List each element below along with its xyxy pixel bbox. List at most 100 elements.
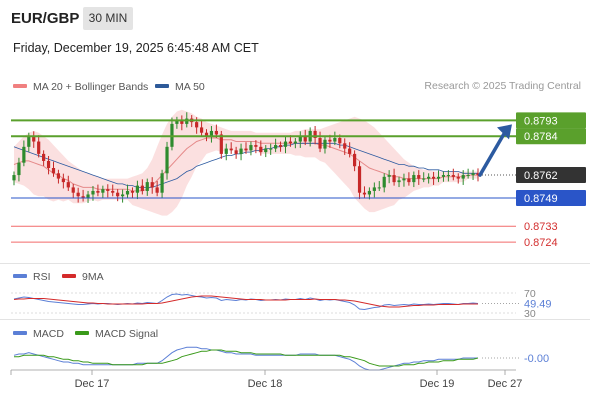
candle-body <box>431 176 436 179</box>
candle-body <box>441 175 446 177</box>
ma20-line <box>13 137 478 192</box>
candle-body <box>323 139 327 149</box>
macd-value-label: -0.00 <box>524 353 549 365</box>
candle-body <box>61 178 65 183</box>
timeframe-badge[interactable]: 30 MIN <box>83 7 133 30</box>
candle-body <box>86 194 90 198</box>
candle-body <box>199 127 204 133</box>
level-label-0.8724: 0.8724 <box>524 237 558 249</box>
level-label-0.8749: 0.8749 <box>524 193 558 205</box>
candle-body <box>313 130 317 138</box>
candle-body <box>155 187 159 193</box>
level-box-0.8784 <box>516 128 586 145</box>
candle-body <box>165 146 169 174</box>
candle-body <box>116 192 120 197</box>
rsi-ma9-line <box>13 295 478 308</box>
legend-rsi: RSI <box>13 270 51 284</box>
candle-body <box>382 176 386 188</box>
x-tick-label: Dec 19 <box>420 378 455 390</box>
candle-body <box>209 130 214 137</box>
level-box-0.8793 <box>516 112 586 129</box>
panel-divider-rsi <box>0 263 590 264</box>
candle-body <box>229 148 233 151</box>
candle-body <box>56 173 61 179</box>
candles-group <box>12 112 480 203</box>
candle-body <box>244 148 248 151</box>
candle-body <box>214 130 218 135</box>
macd-line <box>13 346 478 371</box>
candle-body <box>42 153 46 161</box>
candle-body <box>274 145 278 149</box>
candle-body <box>254 145 258 147</box>
candle-body <box>71 187 75 193</box>
candle-body <box>367 190 372 195</box>
candle-body <box>140 185 144 191</box>
candle-body <box>106 189 110 191</box>
level-box-0.8749 <box>516 190 586 206</box>
candle-body <box>145 182 149 191</box>
ma50-swatch <box>155 84 169 89</box>
candle-body <box>101 189 105 193</box>
candle-body <box>377 187 381 189</box>
level-label-0.8733: 0.8733 <box>524 221 558 233</box>
candle-body <box>466 175 470 177</box>
datetime-label: Friday, December 19, 2025 6:45:48 AM CET <box>13 41 259 55</box>
candle-body <box>27 136 31 147</box>
candle-body <box>328 139 332 142</box>
x-tick-label: Dec 27 <box>488 378 523 390</box>
candle-body <box>269 148 273 150</box>
candle-body <box>130 190 135 193</box>
candle-body <box>412 175 416 183</box>
candle-body <box>417 175 421 179</box>
candle-body <box>12 175 16 181</box>
candle-body <box>180 120 184 124</box>
candle-body <box>76 192 80 197</box>
candle-body <box>32 136 36 142</box>
legend-ma50-label: MA 50 <box>175 81 205 93</box>
candle-body <box>283 141 288 147</box>
candle-body <box>96 190 100 193</box>
rsi-value-label: 49.49 <box>524 299 552 311</box>
legend-macd: MACD <box>13 327 64 341</box>
macd-swatch <box>13 331 27 336</box>
candle-body <box>407 178 411 183</box>
candle-body <box>422 178 426 180</box>
x-tick-label: Dec 18 <box>248 378 283 390</box>
candle-body <box>461 175 465 179</box>
level-box-0.8762 <box>516 167 586 184</box>
candle-body <box>338 138 342 144</box>
candle-body <box>436 176 441 179</box>
legend-ma50: MA 50 <box>155 80 205 94</box>
macd-signal-swatch <box>75 331 89 336</box>
panel-divider-macd <box>0 319 590 320</box>
candle-body <box>357 166 362 193</box>
candle-body <box>135 185 140 193</box>
candle-body <box>125 190 130 195</box>
candle-body <box>81 196 85 198</box>
candle-body <box>387 175 391 177</box>
candle-body <box>362 192 367 195</box>
candle-body <box>239 148 243 154</box>
candle-body <box>219 134 223 154</box>
legend-macd-signal: MACD Signal <box>75 327 158 341</box>
legend-ma20: MA 20 + Bollinger Bands <box>13 80 148 94</box>
candle-body <box>150 182 154 188</box>
projection-arrow-head <box>497 124 512 140</box>
candle-body <box>22 146 26 163</box>
credit-label: Research © 2025 Trading Central <box>424 80 581 92</box>
candle-body <box>224 148 228 154</box>
candle-body <box>318 138 322 149</box>
candle-body <box>293 141 297 144</box>
candle-body <box>91 190 95 195</box>
legend-ma20-label: MA 20 + Bollinger Bands <box>33 81 149 93</box>
chart-header: EUR/GBP 30 MIN <box>0 0 590 38</box>
x-tick-label: Dec 17 <box>75 378 110 390</box>
candle-body <box>195 122 199 128</box>
candle-body <box>249 145 253 151</box>
candle-body <box>471 173 475 176</box>
candle-body <box>37 141 41 154</box>
candle-body <box>456 176 460 179</box>
candle-body <box>427 176 431 179</box>
symbol-label: EUR/GBP <box>11 10 80 27</box>
candle-body <box>402 178 406 181</box>
